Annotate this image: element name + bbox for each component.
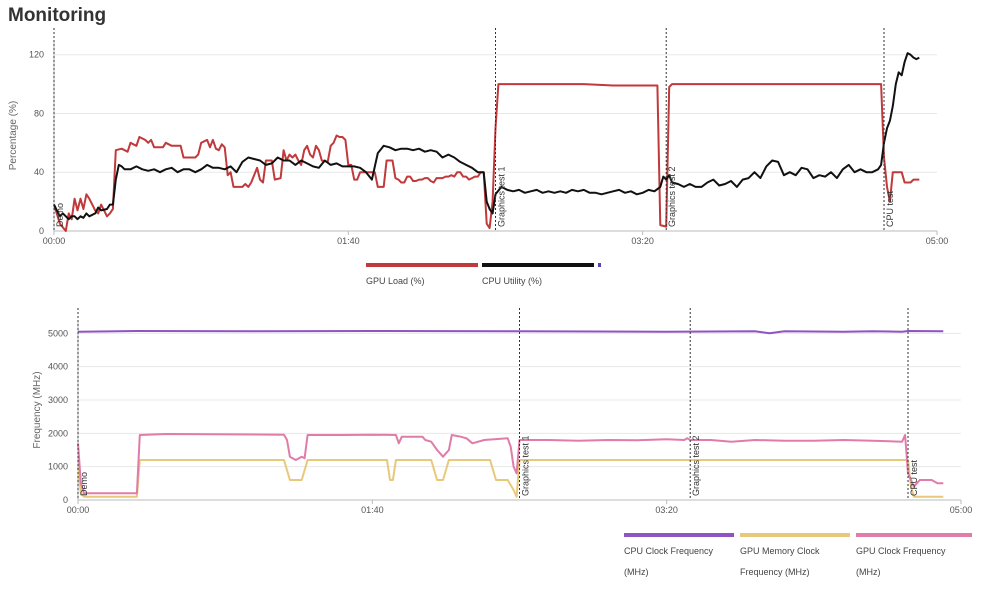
marker-label: Demo xyxy=(55,203,65,227)
legend-item-gpu-clock[interactable]: GPU Clock Frequency (MHz) xyxy=(856,533,972,583)
legend-item-cpu-utility[interactable]: CPU Utility (%) xyxy=(482,263,594,292)
x-tick-label: 05:00 xyxy=(950,505,973,515)
marker-label: CPU test xyxy=(885,190,895,227)
x-tick-label: 05:00 xyxy=(926,236,949,246)
y-axis-label: Percentage (%) xyxy=(8,101,19,170)
y-tick-label: 120 xyxy=(29,50,44,60)
marker-label: Graphics test 2 xyxy=(667,166,677,227)
legend-item-gpu-memory-clock[interactable]: GPU Memory Clock Frequency (MHz) xyxy=(740,533,850,583)
legend-item-hidden[interactable] xyxy=(598,263,601,271)
marker-label: Graphics test 1 xyxy=(497,166,507,227)
page-title: Monitoring xyxy=(8,5,107,26)
y-tick-label: 5000 xyxy=(48,328,68,338)
legend-swatch xyxy=(598,263,601,267)
legend-label-line1: GPU Clock Frequency xyxy=(856,546,946,556)
marker-label: CPU test xyxy=(909,459,919,496)
legend-swatch xyxy=(740,533,850,537)
y-tick-label: 0 xyxy=(63,495,68,505)
y-tick-label: 0 xyxy=(39,226,44,236)
series-line xyxy=(77,459,944,498)
legend-item-gpu-load[interactable]: GPU Load (%) xyxy=(366,263,478,292)
y-axis-label: Frequency (MHz) xyxy=(32,371,43,448)
y-tick-label: 4000 xyxy=(48,362,68,372)
legend-label: CPU Utility (%) xyxy=(482,276,542,286)
x-tick-label: 03:20 xyxy=(655,505,678,515)
marker-label: Demo xyxy=(79,472,89,496)
x-tick-label: 00:00 xyxy=(67,505,90,515)
legend-label-line2: Frequency (MHz) xyxy=(740,567,810,577)
legend-label-line2: (MHz) xyxy=(856,567,881,577)
y-tick-label: 2000 xyxy=(48,428,68,438)
series-line xyxy=(77,330,944,335)
y-tick-label: 40 xyxy=(34,167,44,177)
series-line xyxy=(53,52,920,221)
legend-swatch xyxy=(366,263,478,267)
x-tick-label: 01:40 xyxy=(337,236,360,246)
marker-label: Graphics test 2 xyxy=(691,435,701,496)
legend-label-line1: CPU Clock Frequency xyxy=(624,546,714,556)
x-tick-label: 00:00 xyxy=(43,236,66,246)
legend-label: GPU Load (%) xyxy=(366,276,425,286)
legend-swatch xyxy=(856,533,972,537)
legend-label-line1: GPU Memory Clock xyxy=(740,546,820,556)
marker-label: Graphics test 1 xyxy=(521,435,531,496)
legend-item-cpu-clock[interactable]: CPU Clock Frequency (MHz) xyxy=(624,533,734,583)
series-line xyxy=(77,433,944,495)
legend-swatch xyxy=(624,533,734,537)
legend-label-line2: (MHz) xyxy=(624,567,649,577)
series-line xyxy=(53,83,920,232)
y-tick-label: 3000 xyxy=(48,395,68,405)
y-tick-label: 80 xyxy=(34,108,44,118)
legend-swatch xyxy=(482,263,594,267)
x-tick-label: 01:40 xyxy=(361,505,384,515)
x-tick-label: 03:20 xyxy=(631,236,654,246)
y-tick-label: 1000 xyxy=(48,462,68,472)
